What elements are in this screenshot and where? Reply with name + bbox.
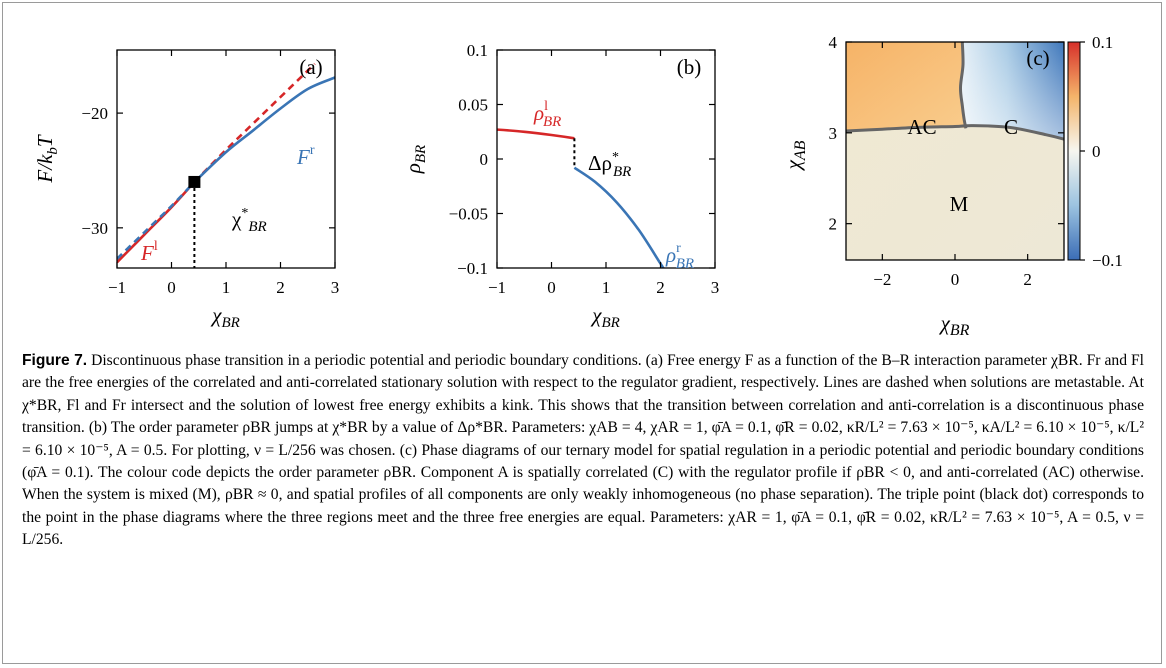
figure-caption: Figure 7. Discontinuous phase transition… (22, 350, 1144, 552)
panel-a-tag: (a) (299, 55, 322, 79)
panel-a: −1 0 1 2 3 −20 −30 (a) χBR F/kbT χ*BR Fl Fr (33, 49, 339, 331)
panel-c-xlabel: χBR (939, 311, 970, 339)
panel-a-xtick-label: 0 (167, 278, 176, 297)
region-AC-fill (846, 42, 966, 131)
figure-label: Figure 7. (22, 352, 88, 369)
panel-a-xtick-label: 3 (331, 278, 340, 297)
region-C-shade (960, 42, 1064, 140)
F-l-metastable-line (193, 62, 316, 183)
panel-c-xtick-label: 0 (951, 270, 960, 289)
panel-b-x-ticks: −1 0 1 2 3 (488, 50, 719, 297)
panel-a-xlabel: χBR (210, 303, 240, 331)
colorbar (1067, 41, 1081, 261)
panel-c-xtick-label: 2 (1023, 270, 1032, 289)
F-r-metastable-line (117, 181, 196, 260)
panel-b-xtick-label: −1 (488, 278, 506, 297)
panel-b-ytick-label: 0.05 (458, 96, 488, 115)
panel-a-xtick-label: 1 (222, 278, 231, 297)
panel-c-ytick-label: 2 (829, 215, 838, 234)
panel-a-series (117, 62, 335, 264)
panel-a-xtick-label: −1 (108, 278, 126, 297)
panel-a-xtick-label: 2 (276, 278, 285, 297)
panel-b-y-ticks: 0.1 0.05 0 −0.05 −0.1 (449, 41, 715, 278)
delta-rho-label: Δρ* BR (588, 150, 631, 180)
panel-b: −1 0 1 2 3 0.1 0.05 0 −0.05 −0.1 (b) χBR ρBR ρl B… (401, 41, 719, 331)
panel-b-ytick-label: −0.1 (457, 259, 488, 278)
panel-b-ytick-label: 0.1 (467, 41, 488, 60)
panel-c-x-ticks: −2 0 2 (873, 42, 1032, 289)
panel-c-ytick-label: 3 (829, 124, 838, 143)
colorbar-tick-label: 0.1 (1092, 33, 1113, 52)
panel-c-tag: (c) (1026, 46, 1049, 70)
colorbar-tick-label: 0 (1092, 142, 1101, 161)
region-C-label: C (1004, 115, 1018, 139)
panel-a-ytick-label: −30 (81, 219, 108, 238)
panel-b-xtick-label: 3 (711, 278, 720, 297)
F-l-stable-line (117, 181, 196, 264)
panel-c-xtick-label: −2 (873, 270, 891, 289)
panel-b-xtick-label: 1 (602, 278, 611, 297)
F-l-label: Fl (140, 239, 158, 265)
panel-c-ylabel: χAB (781, 140, 809, 171)
panel-a-x-ticks: −1 0 1 2 3 (108, 50, 339, 297)
panel-a-ytick-label: −20 (81, 104, 108, 123)
boundary-ac-c (958, 42, 968, 129)
chi-star-label: χ*BR (231, 206, 267, 235)
region-M-label: M (950, 192, 969, 216)
rho-r-line (573, 166, 665, 268)
rho-l-line (497, 128, 575, 140)
figure-panels: −1 0 1 2 3 −20−30 (a) χBR F/kbT χ*BR Fl Fr −… (33, 33, 1123, 339)
panel-b-xtick-label: 0 (547, 278, 556, 297)
panel-c-ytick-label: 4 (829, 33, 838, 52)
panel-b-xlabel: χBR (590, 303, 620, 331)
panel-a-y-ticks: −20 −30 (81, 104, 335, 238)
boundary-lower (846, 124, 1064, 141)
panel-b-ylabel: ρBR (401, 145, 429, 174)
F-r-stable-line (193, 76, 335, 183)
F-r-label: Fr (296, 143, 315, 169)
transition-point-marker (188, 175, 201, 188)
region-AC-label: AC (907, 115, 936, 139)
panel-b-xtick-label: 2 (656, 278, 665, 297)
caption-text: Discontinuous phase transition in a peri… (22, 352, 1144, 549)
colorbar-ticks: 0.1 0 −0.1 (1080, 33, 1123, 270)
panel-c: −2 0 2 4 3 2 (c) AC C M χBR χAB 0.1 0 −0.1 (781, 33, 1123, 339)
rho-l-label: ρl BR (533, 99, 561, 130)
panel-c-y-ticks: 4 3 2 (829, 33, 1064, 234)
panel-b-ytick-label: −0.05 (449, 205, 488, 224)
panel-b-ytick-label: 0 (480, 150, 489, 169)
panel-a-ylabel: F/kbT (33, 134, 61, 183)
panel-b-tag: (b) (677, 55, 702, 79)
colorbar-tick-label: −0.1 (1092, 251, 1123, 270)
panel-b-series (497, 128, 665, 268)
